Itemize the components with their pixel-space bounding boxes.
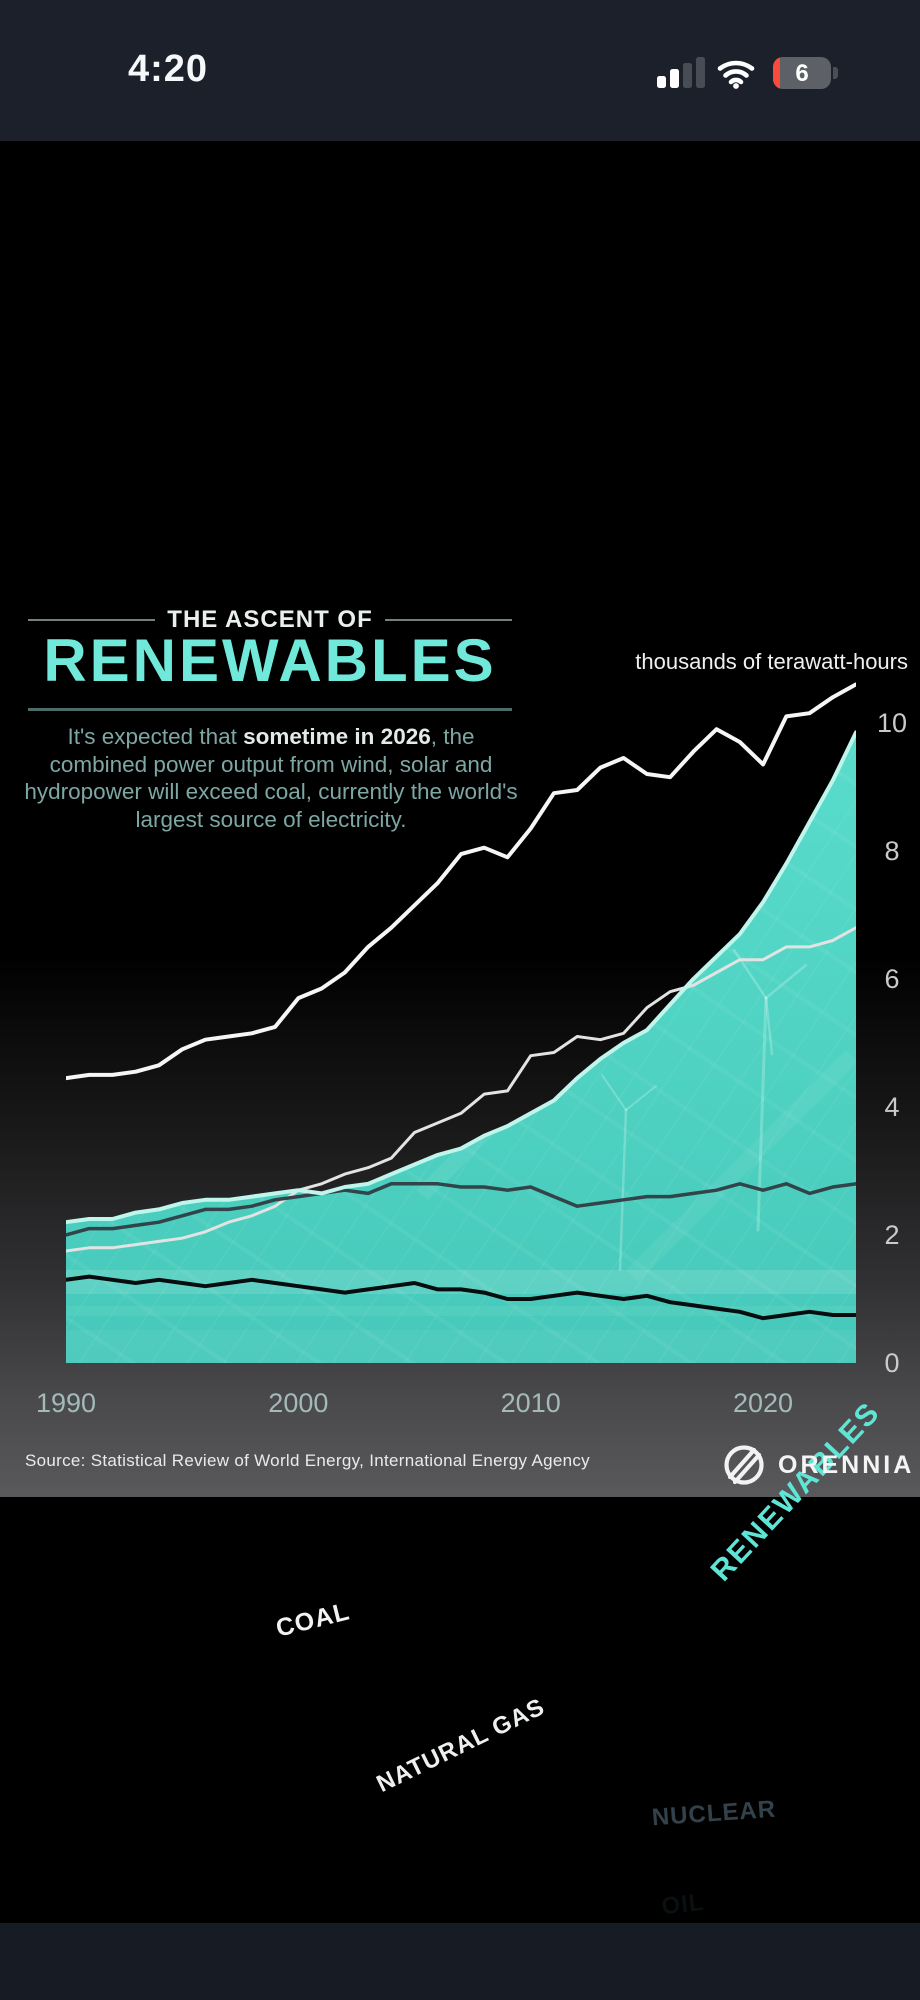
nuclear-label: NUCLEAR: [651, 1795, 777, 1832]
cellular-signal-icon: [657, 57, 705, 88]
y-axis-tick-label: 8: [884, 835, 900, 866]
kicker-rule-right: [384, 619, 513, 621]
y-axis-tick-label: 2: [884, 1219, 900, 1250]
y-axis-tick-label: 0: [884, 1348, 900, 1378]
status-bar: 4:20 6: [0, 0, 920, 141]
battery-low-fill: [773, 57, 780, 89]
brand-logo: ORENNIA: [720, 1441, 914, 1489]
infographic-description: It's expected that sometime in 2026, the…: [22, 723, 520, 833]
infographic-title: RENEWABLES: [43, 627, 497, 694]
description-post: , the combined power output from wind, s…: [24, 724, 518, 832]
battery-cap: [833, 67, 838, 79]
signal-bar: [657, 76, 666, 88]
x-axis-tick-label: 2010: [500, 1388, 561, 1418]
x-axis-tick-label: 1990: [35, 1388, 97, 1418]
energy-chart: COAL NATURAL GAS RENEWABLES NUCLEAR OIL …: [36, 630, 907, 1920]
kicker-text: THE ASCENT OF: [167, 606, 373, 633]
coal-label: COAL: [273, 1597, 353, 1643]
x-axis-tick-label: 2000: [268, 1388, 329, 1418]
renewables-line: [66, 730, 856, 1225]
signal-bar: [683, 63, 692, 88]
natural-gas-line: [66, 926, 856, 1253]
chart-canvas: [66, 682, 856, 1363]
y-axis-tick-label: 4: [884, 1091, 900, 1122]
oil-line: [66, 1274, 856, 1321]
coal-line: [66, 682, 856, 1081]
kicker-row: THE ASCENT OF: [28, 606, 513, 634]
y-axis-tick-label: 10: [876, 707, 908, 738]
y-axis-tick-label: 6: [884, 963, 900, 994]
description-pre: It's expected that: [67, 724, 244, 749]
description-highlight: sometime in 2026: [243, 724, 431, 749]
nuclear-line: [66, 1182, 856, 1237]
x-axis-tick-label: 2020: [733, 1388, 794, 1418]
wifi-icon: [717, 58, 755, 94]
y-axis-unit-label: thousands of terawatt-hours: [635, 649, 908, 674]
signal-bar: [670, 69, 679, 88]
battery-icon: 6: [773, 57, 839, 89]
bottom-system-bar: [0, 1923, 920, 2000]
battery-percent: 6: [795, 60, 809, 87]
signal-bar: [696, 57, 705, 88]
oil-label: OIL: [660, 1888, 706, 1921]
kicker-rule-left: [28, 619, 156, 621]
title-underline: [28, 708, 512, 711]
orennia-logo-icon: [724, 1445, 764, 1485]
clock: 4:20: [127, 48, 209, 90]
source-citation: Source: Statistical Review of World Ener…: [25, 1451, 590, 1470]
wind-turbine-silhouettes: [601, 948, 808, 1272]
natural-gas-label: NATURAL GAS: [372, 1693, 550, 1798]
brand-name: ORENNIA: [778, 1450, 915, 1479]
